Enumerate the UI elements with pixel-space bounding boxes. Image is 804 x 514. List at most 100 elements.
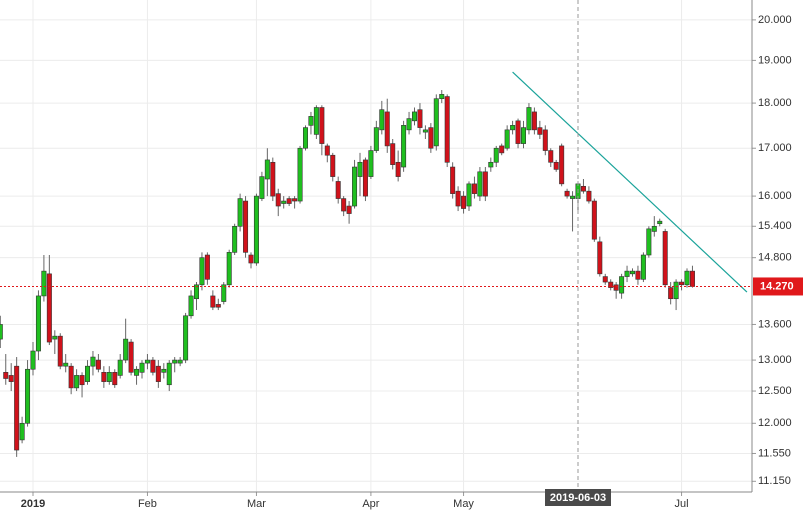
candle-body	[444, 96, 450, 163]
candle-body	[651, 225, 657, 232]
x-tick-label: Jul	[675, 498, 689, 510]
candle-body	[471, 183, 477, 194]
candle-body	[79, 375, 85, 386]
candle-body	[624, 270, 630, 277]
candle-body	[226, 252, 232, 286]
candle-body	[106, 372, 112, 382]
candle-body	[30, 350, 36, 370]
candle-body	[466, 183, 472, 207]
x-tick-label: Feb	[138, 498, 157, 510]
candle-body	[0, 324, 3, 340]
candle-body	[46, 273, 52, 343]
candle-body	[368, 150, 374, 177]
candle-body	[221, 284, 227, 302]
candle-body	[499, 145, 505, 154]
candle-body	[144, 359, 150, 364]
candle-body	[172, 359, 178, 364]
candle-body	[90, 356, 96, 367]
candle-body	[450, 166, 456, 194]
candle-body	[422, 129, 428, 133]
candle-body	[199, 257, 205, 286]
candle-body	[395, 161, 401, 177]
candle-body	[264, 159, 270, 180]
candle-body	[608, 281, 614, 288]
candle-body	[668, 287, 674, 300]
candle-body	[580, 185, 586, 192]
candle-body	[553, 161, 559, 170]
candle-body	[95, 359, 101, 370]
candle-body	[352, 166, 358, 207]
candle-body	[259, 176, 265, 199]
candle-body	[85, 365, 91, 382]
candle-body	[602, 276, 608, 283]
candle-body	[488, 161, 494, 168]
candle-body	[379, 109, 385, 131]
x-tick-label: 2019	[21, 498, 45, 510]
candle-body	[286, 198, 292, 204]
candle-body	[526, 107, 532, 131]
candle-body	[63, 362, 69, 367]
candle-body	[3, 372, 9, 379]
trendline	[512, 71, 748, 293]
candle-body	[297, 147, 303, 202]
candle-body	[68, 365, 74, 389]
candle-body	[362, 159, 368, 197]
candle-body	[341, 198, 347, 212]
candle-body	[275, 193, 281, 207]
candle-body	[253, 195, 259, 264]
candle-body	[570, 195, 576, 199]
candle-body	[373, 127, 379, 151]
candle-body	[188, 295, 194, 317]
candle-body	[215, 304, 221, 308]
last-price-label: 14.270	[760, 280, 794, 292]
candle-body	[161, 368, 167, 373]
candle-body	[139, 362, 145, 373]
candle-body	[406, 118, 412, 131]
y-tick-label: 18.000	[758, 97, 792, 109]
y-tick-label: 19.000	[758, 54, 792, 66]
candle-body	[243, 200, 249, 253]
last-price-box	[753, 277, 803, 296]
candle-body	[210, 295, 216, 308]
candle-body	[411, 111, 417, 122]
candle-body	[101, 372, 107, 382]
candle-body	[183, 315, 189, 361]
x-tick-label: Apr	[362, 498, 379, 510]
candle-body	[134, 368, 140, 376]
candle-body	[428, 127, 434, 149]
candle-body	[619, 276, 625, 294]
candle-body	[433, 98, 439, 147]
candle-body	[559, 145, 565, 185]
candle-body	[248, 254, 254, 264]
candle-body	[52, 335, 58, 340]
candle-body	[155, 365, 161, 382]
candle-body	[346, 205, 352, 214]
candle-body	[689, 270, 695, 287]
candle-body	[673, 281, 679, 300]
candle-body	[335, 181, 341, 199]
candle-body	[324, 145, 330, 156]
candle-body	[591, 200, 597, 240]
candle-body	[177, 359, 183, 364]
x-tick-label: May	[453, 498, 474, 510]
candle-body	[461, 195, 467, 209]
candle-body	[232, 225, 238, 253]
x-tick-label: Mar	[247, 498, 266, 510]
candle-body	[74, 375, 80, 389]
candle-body	[613, 284, 619, 291]
candle-body	[313, 107, 319, 135]
candle-body	[281, 200, 287, 204]
candle-body	[112, 372, 118, 386]
candle-body	[14, 365, 20, 451]
candle-body	[401, 125, 407, 168]
candle-body	[679, 281, 685, 286]
candle-body	[564, 190, 570, 197]
candle-body	[330, 154, 336, 177]
candle-body	[520, 127, 526, 144]
candle-body	[548, 150, 554, 163]
candle-body	[357, 161, 363, 177]
candle-body	[166, 362, 172, 386]
candle-body	[292, 198, 298, 202]
candle-body	[515, 120, 521, 144]
